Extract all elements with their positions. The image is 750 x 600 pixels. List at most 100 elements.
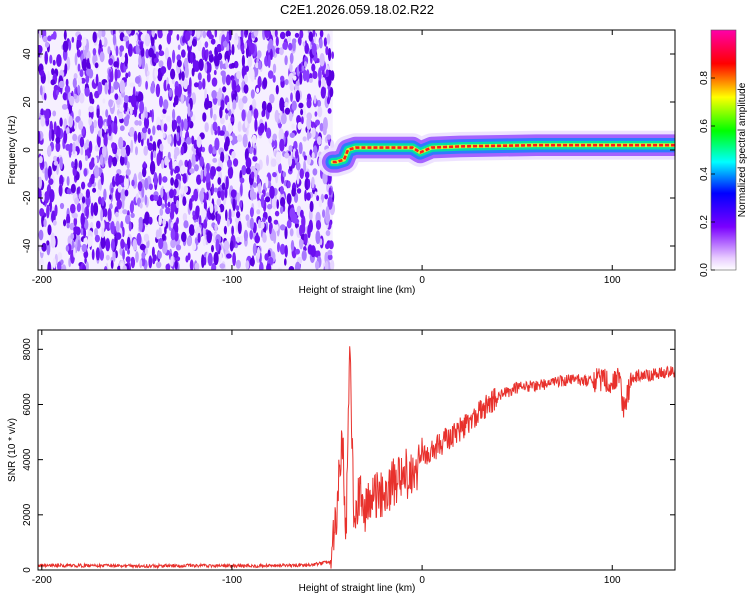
- noise-speck: [249, 207, 254, 218]
- noise-speck: [136, 232, 142, 246]
- noise-speck: [168, 88, 173, 98]
- noise-speck: [160, 66, 167, 75]
- noise-speck: [297, 122, 302, 130]
- noise-speck: [169, 210, 175, 220]
- noise-speck: [65, 127, 70, 135]
- noise-speck: [94, 126, 100, 135]
- noise-speck: [90, 173, 95, 185]
- noise-speck: [235, 220, 239, 233]
- noise-speck: [214, 30, 218, 38]
- noise-speck: [123, 95, 129, 103]
- noise-speck: [247, 56, 253, 68]
- noise-speck: [296, 161, 301, 171]
- noise-speck: [196, 136, 202, 148]
- noise-speck: [214, 223, 218, 232]
- noise-speck: [139, 41, 144, 51]
- noise-speck: [129, 126, 135, 137]
- spectrogram-y-ticks: -40 -20 0 20 40: [22, 48, 675, 253]
- noise-speck: [63, 30, 67, 41]
- noise-speck: [115, 220, 120, 233]
- noise-speck: [123, 35, 129, 42]
- spectrogram-y-label: Frequency (Hz): [7, 116, 18, 185]
- noise-speck: [138, 54, 142, 68]
- noise-speck: [245, 157, 252, 169]
- noise-speck: [76, 49, 81, 58]
- noise-speck: [313, 95, 317, 104]
- noise-speck: [160, 187, 164, 199]
- noise-speck: [272, 172, 277, 178]
- noise-speck: [208, 144, 213, 154]
- noise-speck: [62, 40, 69, 53]
- noise-speck: [47, 145, 52, 157]
- noise-speck: [164, 192, 168, 204]
- noise-speck: [88, 117, 93, 126]
- noise-speck: [231, 225, 235, 236]
- noise-speck: [173, 95, 179, 106]
- noise-speck: [105, 238, 111, 252]
- noise-speck: [232, 252, 237, 267]
- noise-speck: [288, 145, 293, 152]
- noise-speck: [287, 35, 291, 43]
- noise-speck: [299, 238, 304, 250]
- noise-speck: [327, 249, 333, 256]
- noise-speck: [206, 230, 212, 244]
- noise-speck: [286, 219, 292, 229]
- noise-speck: [220, 151, 225, 164]
- noise-speck: [284, 130, 289, 138]
- noise-speck: [58, 184, 63, 197]
- noise-speck: [61, 264, 67, 270]
- noise-speck: [322, 209, 326, 218]
- noise-speck: [126, 161, 130, 170]
- noise-speck: [251, 134, 257, 144]
- noise-speck: [91, 249, 95, 261]
- noise-speck: [156, 152, 161, 167]
- noise-speck: [129, 105, 133, 116]
- noise-speck: [216, 166, 222, 172]
- noise-speck: [108, 58, 114, 66]
- noise-speck: [319, 122, 324, 132]
- noise-speck: [97, 115, 103, 129]
- noise-speck: [237, 121, 242, 133]
- noise-speck: [93, 119, 98, 129]
- noise-speck: [137, 91, 144, 103]
- noise-speck: [295, 90, 301, 103]
- noise-speck: [307, 178, 311, 189]
- noise-speck: [201, 254, 205, 268]
- noise-speck: [224, 30, 227, 38]
- noise-speck: [300, 108, 304, 116]
- noise-speck: [70, 232, 75, 240]
- y-tick-label: 0: [22, 147, 33, 153]
- noise-speck: [62, 92, 68, 101]
- noise-speck: [43, 218, 47, 228]
- noise-speck: [257, 219, 262, 229]
- noise-speck: [279, 47, 284, 56]
- noise-speck: [47, 224, 52, 236]
- noise-speck: [301, 250, 307, 261]
- noise-speck: [147, 128, 151, 135]
- noise-speck: [182, 212, 188, 222]
- noise-speck: [289, 111, 293, 122]
- noise-speck: [325, 260, 329, 270]
- noise-speck: [213, 187, 218, 193]
- noise-speck: [240, 182, 243, 197]
- noise-speck: [267, 54, 271, 68]
- noise-speck: [245, 214, 250, 222]
- snr-x-label: Height of straight line (km): [299, 583, 416, 594]
- noise-speck: [51, 129, 55, 142]
- noise-speck: [202, 30, 207, 39]
- noise-speck: [198, 58, 204, 71]
- noise-speck: [77, 34, 82, 42]
- noise-speck: [99, 39, 102, 49]
- noise-speck: [287, 155, 293, 167]
- noise-speck: [83, 250, 89, 259]
- noise-speck: [92, 48, 97, 56]
- noise-speck: [280, 75, 285, 82]
- noise-speck: [307, 224, 311, 239]
- noise-speck: [204, 122, 209, 133]
- noise-speck: [193, 188, 199, 202]
- noise-speck: [225, 209, 228, 221]
- noise-speck: [112, 33, 117, 46]
- y-tick-label: 2000: [22, 503, 33, 526]
- noise-speck: [95, 247, 100, 261]
- noise-speck: [183, 185, 189, 193]
